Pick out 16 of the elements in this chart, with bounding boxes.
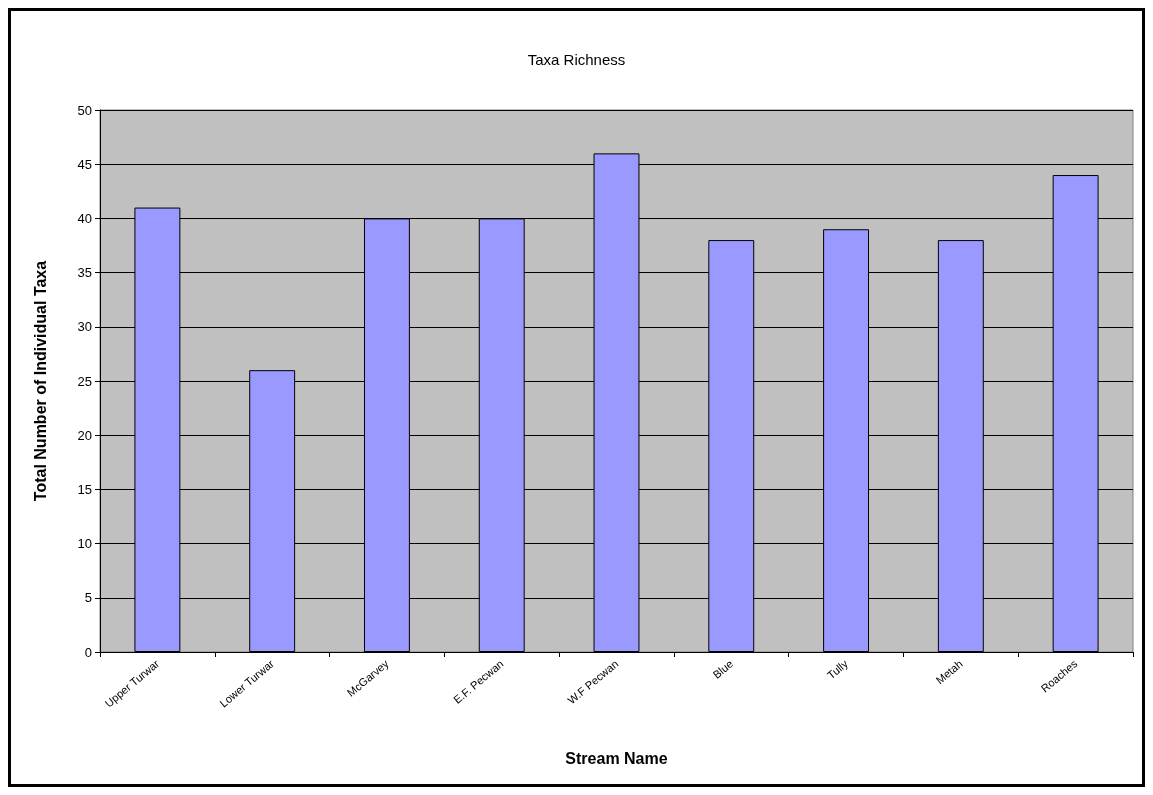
y-tick-label: 25	[77, 373, 92, 389]
x-axis-title: Stream Name	[565, 749, 668, 767]
y-tick-label: 30	[77, 319, 92, 335]
x-tick-label: Tully	[824, 657, 851, 682]
y-axis-title: Total Number of Individual Taxa	[31, 260, 49, 502]
y-tick-label: 35	[77, 265, 92, 281]
y-tick-label: 10	[77, 536, 92, 552]
chart-title: Taxa Richness	[527, 51, 626, 68]
y-tick-label: 45	[77, 156, 92, 172]
y-tick-label: 15	[77, 481, 92, 497]
y-tick-label: 0	[84, 644, 92, 660]
y-tick-label: 5	[84, 590, 92, 606]
y-tick-label: 40	[77, 210, 92, 226]
y-tick-label: 50	[77, 102, 92, 118]
y-tick-label: 20	[77, 427, 92, 443]
x-tick-label: Blue	[710, 657, 736, 681]
